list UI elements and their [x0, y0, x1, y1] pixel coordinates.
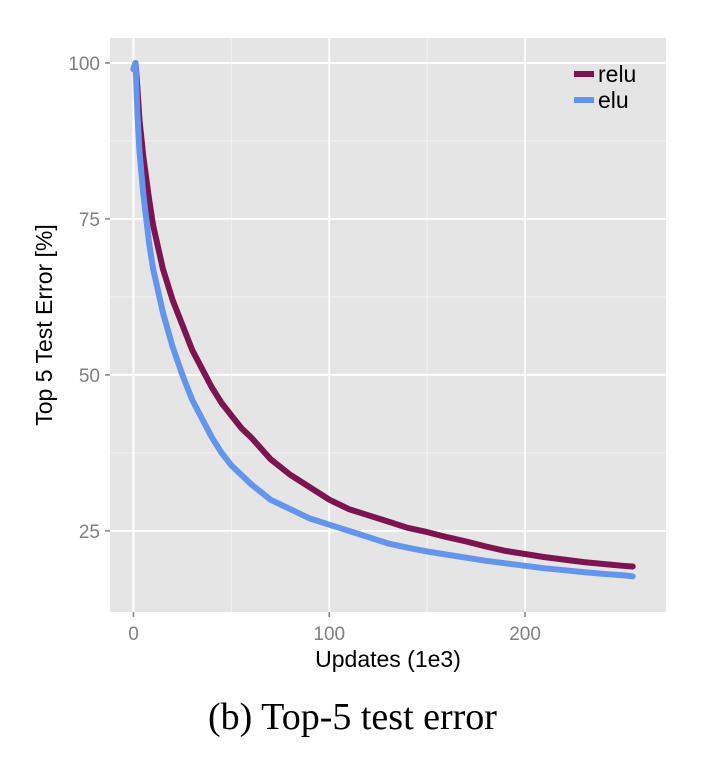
- y-tick-label: 75: [79, 210, 100, 231]
- x-tick-label: 200: [509, 624, 541, 645]
- line-chart: 0 100 200 25 50 75 100 Updates (1e3) Top 5 Te…: [31, 38, 666, 672]
- x-axis-title: Updates (1e3): [315, 646, 461, 672]
- series-layer: [130, 60, 636, 580]
- grid-lines: [110, 38, 666, 612]
- x-tick-label: 100: [313, 624, 345, 645]
- y-axis-ticks: 25 50 75 100: [68, 54, 110, 543]
- y-tick-label: 50: [79, 366, 100, 387]
- series-line-relu: [130, 60, 636, 570]
- plot-background: [110, 38, 666, 612]
- x-axis-ticks: 0 100 200: [128, 612, 541, 645]
- y-tick-label: 100: [68, 54, 100, 75]
- figure-caption: (b) Top-5 test error: [208, 696, 497, 738]
- y-axis-title: Top 5 Test Error [%]: [31, 224, 57, 426]
- y-tick-label: 25: [79, 522, 100, 543]
- legend-label-elu: elu: [598, 87, 629, 113]
- legend-label-relu: relu: [598, 61, 636, 87]
- series-line-elu: [130, 60, 636, 580]
- x-tick-label: 0: [128, 624, 139, 645]
